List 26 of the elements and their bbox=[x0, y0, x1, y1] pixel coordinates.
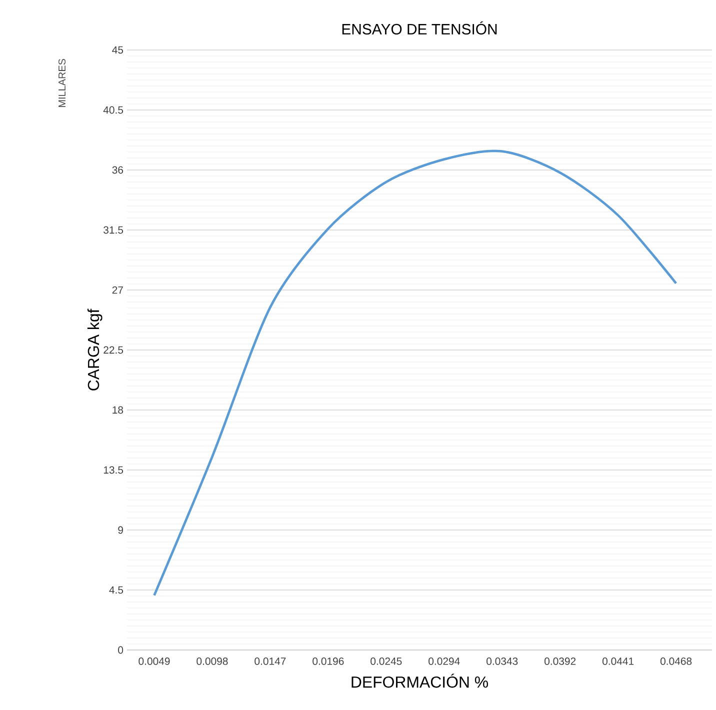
chart-title: ENSAYO DE TENSIÓN bbox=[342, 21, 497, 34]
x-tick-label: 0.0294 bbox=[428, 658, 460, 665]
x-tick-label: 0.0049 bbox=[138, 658, 170, 665]
y-tick-label: 40.5 bbox=[103, 106, 124, 114]
x-tick-label: 0.0343 bbox=[486, 658, 518, 665]
y-tick-label: 13.5 bbox=[104, 466, 124, 474]
line-series bbox=[153, 150, 678, 597]
y-tick-label: 31.5 bbox=[104, 226, 124, 234]
x-tick-label: 0.0468 bbox=[660, 658, 692, 665]
y-tick-label: 22.5 bbox=[104, 346, 124, 354]
x-tick-label: 0.0196 bbox=[312, 658, 344, 665]
y-tick-label: 4.5 bbox=[109, 586, 124, 594]
x-tick-label: 0.0392 bbox=[544, 658, 576, 665]
y-tick-label: 45 bbox=[112, 46, 124, 54]
y-tick-label: 0 bbox=[118, 646, 124, 654]
x-tick-label: 0.0098 bbox=[196, 658, 228, 665]
y-tick-label: 36 bbox=[112, 166, 124, 174]
x-tick-label: 0.0147 bbox=[254, 658, 286, 665]
text: MILLARES bbox=[58, 58, 66, 107]
y-axis-title: CARGA kgf bbox=[87, 308, 102, 390]
y-tick-label: 18 bbox=[112, 406, 124, 414]
x-axis-title: DEFORMACIÓN % bbox=[352, 674, 488, 688]
x-tick-label: 0.0441 bbox=[602, 658, 634, 665]
y-tick-label: 9 bbox=[118, 526, 123, 534]
y-tick-label: 27 bbox=[112, 286, 123, 294]
x-tick-label: 0.0245 bbox=[370, 658, 402, 665]
